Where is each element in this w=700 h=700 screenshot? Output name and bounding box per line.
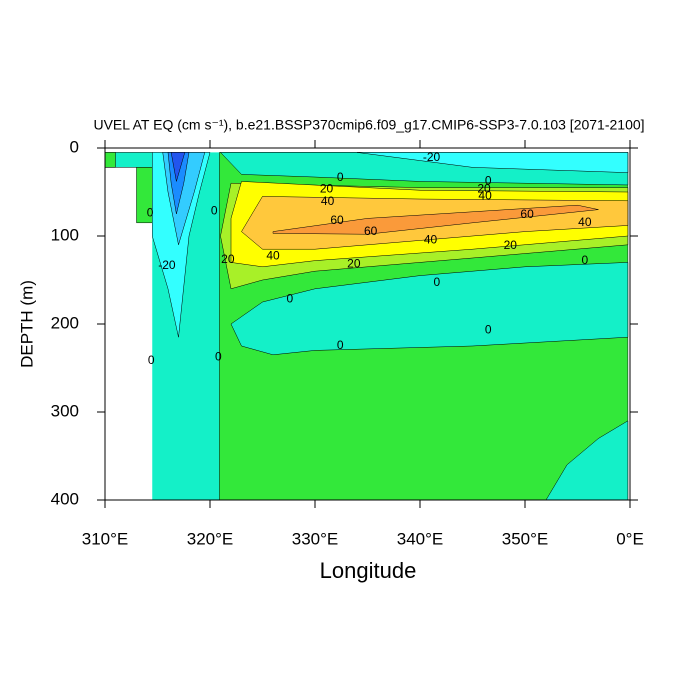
contour-label: 20 <box>477 182 491 196</box>
y-tick-label: 100 <box>51 225 79 244</box>
contour-label: -20 <box>423 150 441 164</box>
contour-label: -20 <box>158 258 176 272</box>
x-tick-label: 310°E <box>82 529 129 548</box>
contour-label: 60 <box>330 213 344 227</box>
contour-label: 0 <box>211 204 218 218</box>
contour-region <box>152 152 211 338</box>
contour-label: 0 <box>148 353 155 367</box>
contour-label: 0 <box>147 205 154 219</box>
y-axis-label: DEPTH (m) <box>17 280 36 368</box>
contour-label: 20 <box>347 256 361 270</box>
contour-label: 0 <box>215 350 222 364</box>
x-tick-label: 330°E <box>292 529 339 548</box>
y-tick-label: 300 <box>51 401 79 420</box>
contour-label: 20 <box>504 238 518 252</box>
contour-region <box>356 152 629 173</box>
contour-label: 40 <box>266 248 280 262</box>
contour-label: 0 <box>433 275 440 289</box>
contour-label: 60 <box>364 224 378 238</box>
y-tick-label: 200 <box>51 313 79 332</box>
contour-label: 40 <box>478 189 492 203</box>
contour-label: 0 <box>485 174 492 188</box>
contour-region <box>272 204 599 235</box>
contour-label: 0 <box>582 253 589 267</box>
contour-label: 20 <box>221 252 235 266</box>
x-axis-label: Longitude <box>320 558 417 583</box>
contour-label: 40 <box>578 215 592 229</box>
contour-label: 40 <box>321 194 335 208</box>
contour-label: 20 <box>320 182 334 196</box>
contour-region <box>104 152 116 168</box>
contour-region <box>230 262 629 356</box>
y-tick-label: 400 <box>51 489 79 508</box>
contour-label: 0 <box>485 322 492 336</box>
contour-label: 0 <box>286 292 293 306</box>
contour-region <box>167 152 190 215</box>
y-tick-label: 0 <box>70 137 79 156</box>
contour-label: 0 <box>337 170 344 184</box>
x-tick-label: 350°E <box>502 529 549 548</box>
x-tick-label: 320°E <box>187 529 234 548</box>
contour-label: 40 <box>424 233 438 247</box>
x-tick-label: 340°E <box>397 529 444 548</box>
x-tick-label: 0°E <box>616 529 644 548</box>
contour-label: 60 <box>520 207 534 221</box>
contour-label: 0 <box>337 338 344 352</box>
contour-region <box>170 152 186 182</box>
chart-title: UVEL AT EQ (cm s⁻¹), b.e21.BSSP370cmip6.… <box>93 117 644 133</box>
